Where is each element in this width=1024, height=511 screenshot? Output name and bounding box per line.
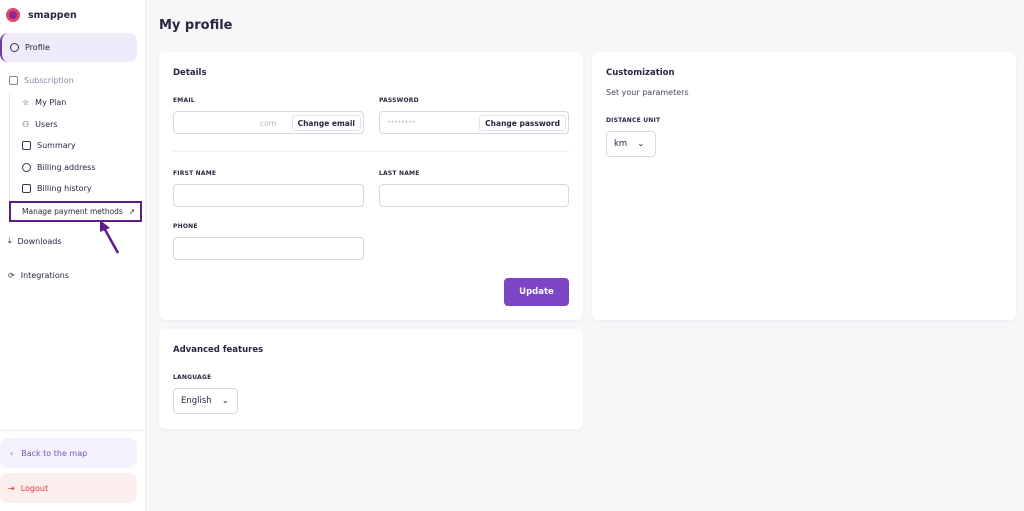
card-title: Advanced features xyxy=(173,345,264,355)
sidebar-item-label: Integrations xyxy=(20,271,69,280)
divider xyxy=(0,430,146,431)
button-label: Logout xyxy=(20,483,49,493)
users-icon: ⚇ xyxy=(22,120,30,129)
sidebar-item-label: My Plan xyxy=(35,98,67,107)
sidebar-item-users[interactable]: ⚇ Users xyxy=(22,120,58,129)
sidebar-item-label: Summary xyxy=(37,141,76,150)
page-title: My profile xyxy=(159,18,233,33)
email-label: EMAIL xyxy=(173,97,195,104)
language-value: English xyxy=(181,396,212,406)
logout-icon: ⇥ xyxy=(8,483,15,493)
sidebar-item-label: Billing address xyxy=(37,163,96,172)
email-value: com xyxy=(260,119,277,128)
logout-button[interactable]: ⇥ Logout xyxy=(0,473,137,503)
update-button[interactable]: Update xyxy=(504,278,569,306)
card-title: Details xyxy=(173,68,207,78)
sidebar-item-label: Users xyxy=(35,120,58,129)
customization-card xyxy=(592,52,1016,320)
change-password-button[interactable]: Change password xyxy=(479,115,566,131)
first-name-label: FIRST NAME xyxy=(173,170,217,177)
annotation-arrow-icon xyxy=(100,220,120,254)
receipt-icon xyxy=(22,184,31,193)
password-label: PASSWORD xyxy=(379,97,419,104)
first-name-input[interactable] xyxy=(173,184,364,207)
sidebar-item-subscription[interactable]: Subscription xyxy=(9,76,74,85)
card-title: Customization xyxy=(606,68,675,78)
card-subtitle: Set your parameters xyxy=(606,88,689,97)
last-name-label: LAST NAME xyxy=(379,170,420,177)
sidebar-item-billing-history[interactable]: Billing history xyxy=(22,184,92,193)
sidebar-item-label: Profile xyxy=(25,43,50,52)
sync-icon: ⟳ xyxy=(8,271,15,280)
divider xyxy=(173,151,569,152)
sidebar: smappen Profile Subscription ☆ My Plan ⚇ U… xyxy=(0,0,146,511)
sidebar-item-billing-address[interactable]: Billing address xyxy=(22,163,96,172)
back-to-map-button[interactable]: ‹ Back to the map xyxy=(0,438,137,468)
star-icon: ☆ xyxy=(22,98,30,107)
distance-unit-value: km xyxy=(614,139,628,149)
sidebar-item-label: Billing history xyxy=(37,184,92,193)
sidebar-item-label: Subscription xyxy=(24,76,74,85)
chevron-down-icon: ⌄ xyxy=(637,139,645,149)
brand-name: smappen xyxy=(28,9,77,21)
download-icon: ⤓ xyxy=(8,236,12,245)
language-select[interactable]: English ⌄ xyxy=(173,388,238,414)
distance-unit-select[interactable]: km ⌄ xyxy=(606,131,656,157)
user-icon xyxy=(10,43,19,52)
advanced-features-card xyxy=(159,329,583,429)
sidebar-item-manage-payment-methods[interactable]: Manage payment methods ↗ xyxy=(9,201,142,222)
sidebar-item-profile[interactable]: Profile xyxy=(0,33,137,62)
password-value: •••••••• xyxy=(387,119,416,126)
password-field[interactable]: •••••••• Change password xyxy=(379,111,569,134)
sidebar-item-my-plan[interactable]: ☆ My Plan xyxy=(22,98,66,107)
distance-unit-label: DISTANCE UNIT xyxy=(606,117,661,124)
sidebar-item-label: Downloads xyxy=(17,236,62,246)
smappen-logo-icon xyxy=(6,8,20,22)
sidebar-item-summary[interactable]: Summary xyxy=(22,141,76,150)
language-label: LANGUAGE xyxy=(173,374,212,381)
sidebar-item-downloads[interactable]: ⤓ Downloads xyxy=(8,236,61,246)
external-link-icon: ↗ xyxy=(128,207,136,216)
document-icon xyxy=(22,141,31,150)
email-field[interactable]: com Change email xyxy=(173,111,364,134)
sidebar-item-label: Manage payment methods xyxy=(22,207,123,216)
phone-label: PHONE xyxy=(173,223,198,230)
clipboard-icon xyxy=(9,76,18,85)
logo[interactable]: smappen xyxy=(6,8,77,22)
sidebar-item-integrations[interactable]: ⟳ Integrations xyxy=(8,271,69,280)
chevron-down-icon: ⌄ xyxy=(221,396,229,406)
phone-input[interactable] xyxy=(173,237,364,260)
location-icon xyxy=(22,163,31,172)
change-email-button[interactable]: Change email xyxy=(291,115,361,131)
chevron-left-icon: ‹ xyxy=(10,448,14,458)
last-name-input[interactable] xyxy=(379,184,569,207)
button-label: Back to the map xyxy=(21,448,88,458)
divider xyxy=(9,93,10,223)
